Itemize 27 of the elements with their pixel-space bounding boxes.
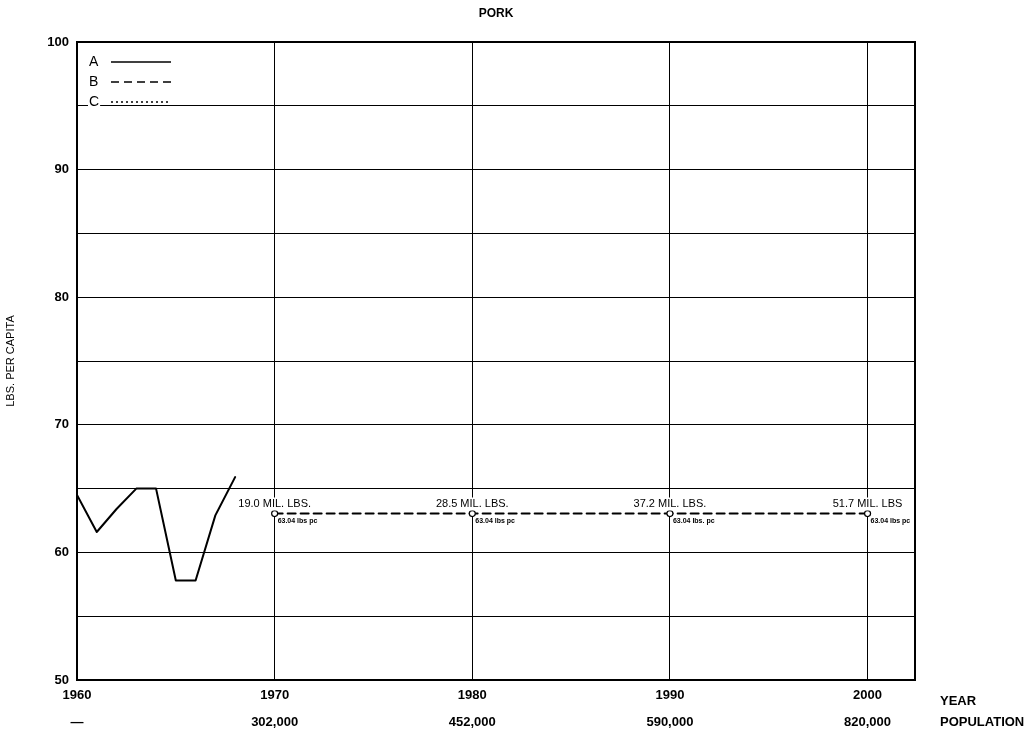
- y-tick-label: 60: [54, 543, 69, 559]
- y-tick-label: 100: [47, 33, 69, 49]
- y-tick-label: 80: [54, 288, 69, 304]
- text: 590,000: [646, 713, 694, 729]
- text: POPULATION: [940, 713, 1025, 729]
- chart-title: PORK: [478, 6, 514, 21]
- annotation: 28.5 MIL. LBS.: [435, 497, 509, 510]
- x-tick-label: 1970: [260, 687, 290, 703]
- legend-label: A: [89, 52, 99, 69]
- y-tick-label: 90: [54, 161, 69, 177]
- y-axis-title: LBS. PER CAPITA: [3, 314, 16, 407]
- annotation: 51.7 MIL. LBS: [832, 497, 903, 510]
- text: 302,000: [251, 713, 299, 729]
- text: 820,000: [844, 713, 892, 729]
- annotation: 19.0 MIL. LBS.: [238, 497, 312, 510]
- text: 452,000: [448, 713, 496, 729]
- x-tick-label: 1980: [457, 687, 487, 703]
- y-tick-label: 70: [54, 416, 69, 432]
- annotation: 37.2 MIL. LBS.: [633, 497, 707, 510]
- x-tick-label: 2000: [853, 687, 883, 703]
- x-axis-title: YEAR: [940, 692, 977, 708]
- y-tick-label: 50: [54, 671, 69, 687]
- x-tick-label: 1960: [62, 687, 92, 703]
- legend-label: C: [89, 92, 100, 109]
- text: —: [70, 713, 84, 729]
- legend-label: B: [89, 72, 99, 89]
- x-tick-label: 1990: [655, 687, 685, 703]
